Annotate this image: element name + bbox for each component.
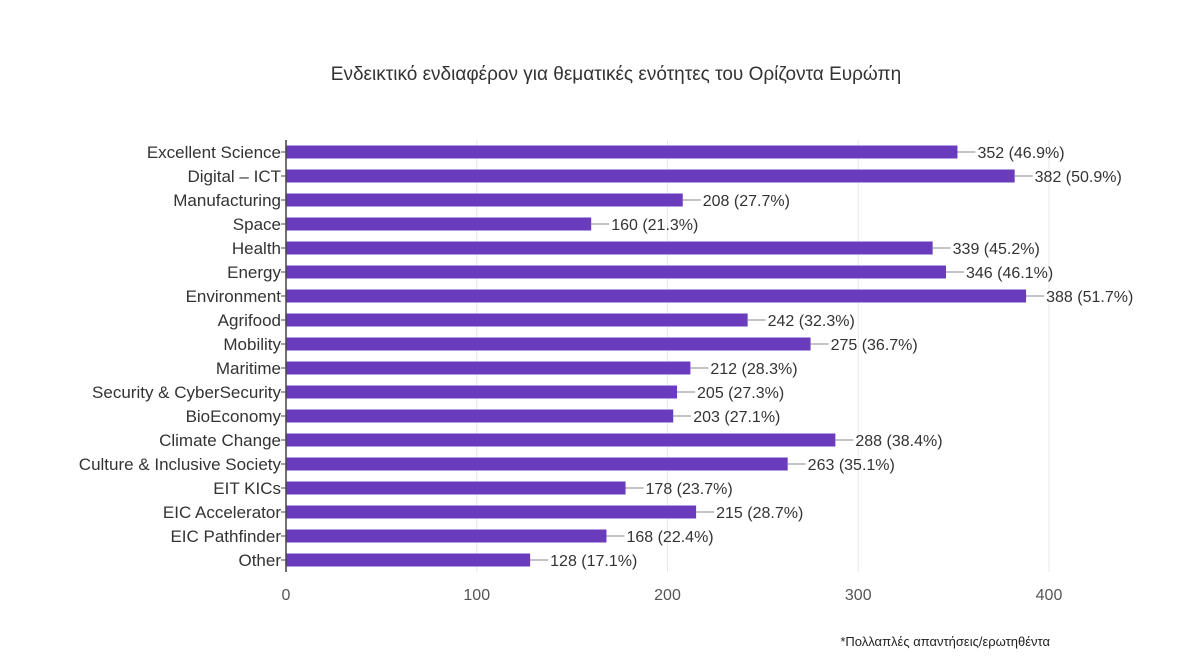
category-label: Environment: [186, 287, 282, 306]
footnote: *Πολλαπλές απαντήσεις/ερωτηθέντα: [840, 634, 1050, 649]
x-tick-label: 200: [654, 587, 681, 604]
bar: [286, 241, 933, 255]
category-label: Digital – ICT: [187, 167, 281, 186]
data-label: 382 (50.9%): [1035, 169, 1122, 186]
bar: [286, 265, 946, 279]
category-label: EIT KICs: [213, 479, 281, 498]
category-label: Manufacturing: [173, 191, 281, 210]
category-label: Health: [232, 239, 281, 258]
data-label: 203 (27.1%): [693, 409, 780, 426]
category-label: EIC Accelerator: [163, 503, 281, 522]
bar: [286, 481, 626, 495]
bar: [286, 289, 1027, 303]
x-tick-label: 100: [463, 587, 490, 604]
data-label: 346 (46.1%): [966, 265, 1053, 282]
bar: [286, 337, 811, 351]
data-label: 178 (23.7%): [646, 481, 733, 498]
data-label: 339 (45.2%): [953, 241, 1040, 258]
bar: [286, 457, 788, 471]
category-label: Agrifood: [218, 311, 281, 330]
category-label: Security & CyberSecurity: [92, 383, 281, 402]
data-label: 168 (22.4%): [626, 529, 713, 546]
category-label: EIC Pathfinder: [170, 527, 281, 546]
data-label: 215 (28.7%): [716, 505, 803, 522]
gridlines: [476, 140, 1050, 572]
data-label: 128 (17.1%): [550, 553, 637, 570]
bar: [286, 313, 748, 327]
bar: [286, 433, 836, 447]
category-label: Excellent Science: [147, 143, 281, 162]
category-label: BioEconomy: [186, 407, 282, 426]
data-label: 208 (27.7%): [703, 193, 790, 210]
axes: 0 100 200 300 400 Excellent Science Digital – …: [79, 140, 1063, 604]
data-labels: 352 (46.9%) 382 (50.9%) 208 (27.7%) 160 (21…: [530, 145, 1133, 570]
bar: [286, 385, 678, 399]
bar: [286, 145, 958, 159]
data-label: 275 (36.7%): [831, 337, 918, 354]
bar: [286, 553, 531, 567]
category-label: Mobility: [223, 335, 281, 354]
category-label: Maritime: [216, 359, 281, 378]
bar: [286, 505, 697, 519]
data-label: 160 (21.3%): [611, 217, 698, 234]
bar: [286, 169, 1015, 183]
category-label: Energy: [227, 263, 281, 282]
x-tick-label: 0: [282, 587, 291, 604]
data-label: 205 (27.3%): [697, 385, 784, 402]
bar: [286, 529, 607, 543]
bar: [286, 361, 691, 375]
category-label: Other: [238, 551, 281, 570]
x-tick-label: 300: [845, 587, 872, 604]
data-label: 388 (51.7%): [1046, 289, 1133, 306]
category-label: Space: [233, 215, 281, 234]
bar: [286, 217, 592, 231]
x-tick-label: 400: [1036, 587, 1063, 604]
data-label: 242 (32.3%): [768, 313, 855, 330]
data-label: 288 (38.4%): [855, 433, 942, 450]
data-label: 352 (46.9%): [977, 145, 1064, 162]
bars: [286, 145, 1027, 567]
chart-title: Ενδεικτικό ενδιαφέρον για θεματικές ενότ…: [330, 64, 902, 85]
data-label: 263 (35.1%): [808, 457, 895, 474]
category-label: Culture & Inclusive Society: [79, 455, 282, 474]
data-label: 212 (28.3%): [710, 361, 797, 378]
category-label: Climate Change: [159, 431, 281, 450]
bar: [286, 193, 683, 207]
bar: [286, 409, 674, 423]
